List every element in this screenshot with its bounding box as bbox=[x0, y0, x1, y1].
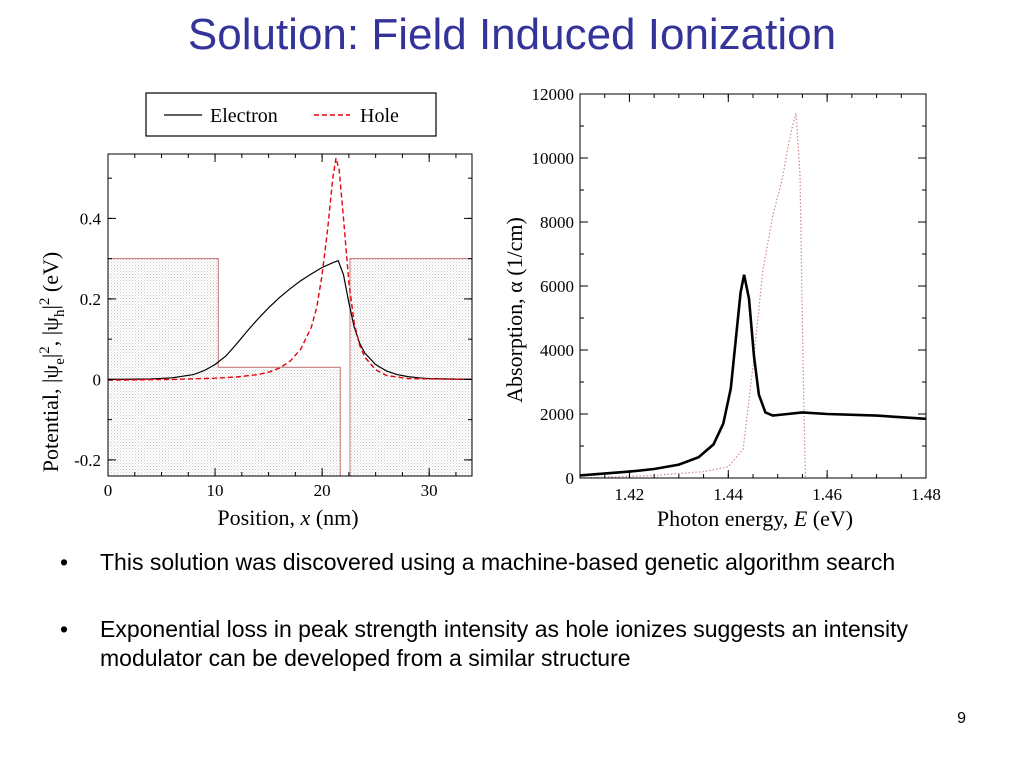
x-tick-label: 1.44 bbox=[713, 485, 743, 504]
absorption-solid-line bbox=[579, 274, 927, 477]
legend-hole: Hole bbox=[360, 105, 399, 127]
x-tick-label: 20 bbox=[314, 481, 331, 500]
bullet-list: • This solution was discovered using a ma… bbox=[60, 548, 980, 711]
right-plot-frame bbox=[579, 93, 927, 479]
y-tick-label: 0 bbox=[93, 370, 102, 389]
slide-title: Solution: Field Induced Ionization bbox=[187, 10, 837, 59]
y-tick-label: 0.4 bbox=[80, 209, 102, 228]
y-tick-label: 6000 bbox=[540, 277, 574, 296]
absorption-dotted-line bbox=[579, 113, 806, 479]
right-xlabel: Photon energy, E (eV) bbox=[657, 506, 853, 531]
hole-line bbox=[107, 157, 473, 381]
potential-wavefunction-chart: Electron Hole 0 10 20 30-0.200.20.4 Positio… bbox=[37, 92, 473, 530]
x-tick-label: 30 bbox=[421, 481, 438, 500]
bullet-item: • Exponential loss in peak strength inten… bbox=[60, 615, 980, 673]
right-ylabel: Absorption, α (1/cm) bbox=[502, 217, 527, 403]
bullet-marker: • bbox=[60, 616, 69, 642]
y-tick-label: 0.2 bbox=[80, 290, 101, 309]
x-tick-label: 1.42 bbox=[615, 485, 645, 504]
left-ylabel: Potential, |ψe|2, |ψh|2 (eV) bbox=[37, 252, 68, 472]
absorption-chart: 1.42 1.44 1.46 1.48 0 2000 4000 6000 8000 10000 12… bbox=[502, 85, 941, 531]
bullet-item: • This solution was discovered using a ma… bbox=[60, 548, 980, 577]
left-xlabel: Position, x (nm) bbox=[217, 505, 358, 530]
page-number: 9 bbox=[957, 710, 966, 727]
y-tick-label: 12000 bbox=[532, 85, 575, 104]
electron-line bbox=[107, 259, 473, 380]
x-tick-label: 1.46 bbox=[812, 485, 842, 504]
x-tick-label: 0 bbox=[104, 481, 113, 500]
legend-electron: Electron bbox=[210, 105, 278, 127]
left-legend: Electron Hole bbox=[145, 92, 437, 137]
y-tick-label: -0.2 bbox=[74, 451, 101, 470]
y-tick-label: 10000 bbox=[532, 149, 575, 168]
left-plot-frame bbox=[107, 153, 473, 477]
x-tick-label: 10 bbox=[207, 481, 224, 500]
x-tick-label: 1.48 bbox=[911, 485, 941, 504]
potential-line bbox=[108, 258, 472, 477]
y-tick-label: 8000 bbox=[540, 213, 574, 232]
y-tick-label: 2000 bbox=[540, 405, 574, 424]
bullet-marker: • bbox=[60, 549, 69, 575]
y-tick-label: 0 bbox=[566, 469, 575, 488]
y-tick-label: 4000 bbox=[540, 341, 574, 360]
bullet-text: Exponential loss in peak strength intens… bbox=[100, 616, 909, 671]
bullet-text: This solution was discovered using a mac… bbox=[100, 549, 896, 575]
